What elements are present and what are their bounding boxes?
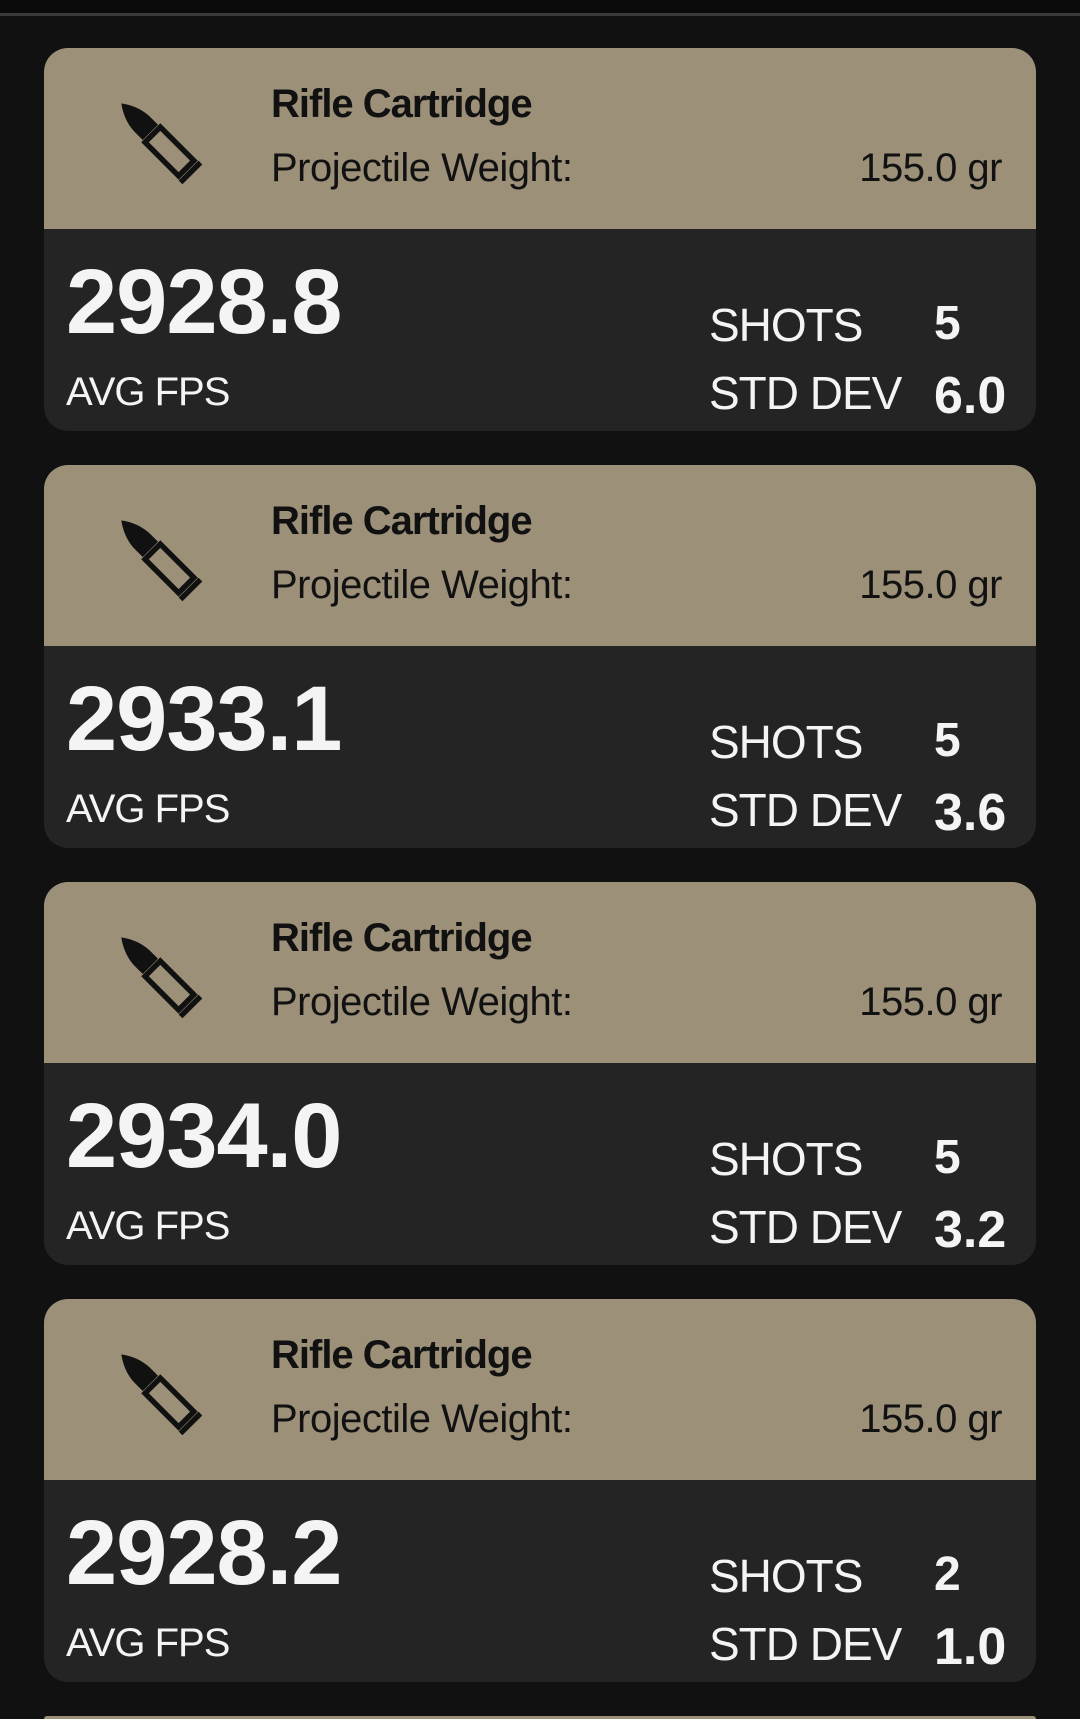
projectile-weight-label: Projectile Weight:	[271, 1397, 573, 1441]
projectile-weight-label: Projectile Weight:	[271, 980, 573, 1024]
avg-fps-value: 2934.0	[66, 1085, 342, 1187]
avg-fps-value: 2933.1	[66, 668, 342, 770]
shots-value: 5	[934, 714, 961, 767]
card-header: Rifle Cartridge Projectile Weight: 155.0…	[44, 48, 1036, 229]
cartridge-type: Rifle Cartridge	[271, 499, 533, 543]
rifle-bullet-icon	[121, 937, 203, 1019]
card-header: Rifle Cartridge Projectile Weight: 155.0…	[44, 465, 1036, 646]
session-card[interactable]: Rifle Cartridge Projectile Weight: 155.0…	[44, 465, 1036, 848]
shots-value: 2	[934, 1548, 961, 1601]
std-dev-label: STD DEV	[709, 1618, 902, 1670]
projectile-weight-value: 155.0 gr	[859, 980, 1002, 1024]
rifle-bullet-icon	[121, 103, 203, 185]
std-dev-label: STD DEV	[709, 784, 902, 836]
cartridge-type: Rifle Cartridge	[271, 1333, 533, 1377]
projectile-weight-value: 155.0 gr	[859, 1397, 1002, 1441]
status-bar-divider	[0, 0, 1080, 16]
shots-label: SHOTS	[709, 1550, 863, 1602]
card-header: Rifle Cartridge Projectile Weight: 155.0…	[44, 1299, 1036, 1480]
shots-label: SHOTS	[709, 1133, 863, 1185]
shots-value: 5	[934, 297, 961, 350]
session-card-partial[interactable]	[44, 1716, 1036, 1719]
avg-fps-label: AVG FPS	[66, 787, 230, 831]
std-dev-value: 6.0	[934, 367, 1007, 425]
session-card[interactable]: Rifle Cartridge Projectile Weight: 155.0…	[44, 1299, 1036, 1682]
projectile-weight-value: 155.0 gr	[859, 563, 1002, 607]
projectile-weight-label: Projectile Weight:	[271, 146, 573, 190]
shots-label: SHOTS	[709, 716, 863, 768]
session-card[interactable]: Rifle Cartridge Projectile Weight: 155.0…	[44, 48, 1036, 431]
shots-label: SHOTS	[709, 299, 863, 351]
rifle-bullet-icon	[121, 1354, 203, 1436]
cartridge-type: Rifle Cartridge	[271, 82, 533, 126]
avg-fps-value: 2928.8	[66, 251, 342, 353]
avg-fps-label: AVG FPS	[66, 1204, 230, 1248]
std-dev-value: 1.0	[934, 1618, 1007, 1676]
std-dev-value: 3.2	[934, 1201, 1007, 1259]
std-dev-label: STD DEV	[709, 1201, 902, 1253]
shots-value: 5	[934, 1131, 961, 1184]
std-dev-value: 3.6	[934, 784, 1007, 842]
avg-fps-value: 2928.2	[66, 1502, 342, 1604]
avg-fps-label: AVG FPS	[66, 370, 230, 414]
projectile-weight-value: 155.0 gr	[859, 146, 1002, 190]
rifle-bullet-icon	[121, 520, 203, 602]
card-header: Rifle Cartridge Projectile Weight: 155.0…	[44, 882, 1036, 1063]
projectile-weight-label: Projectile Weight:	[271, 563, 573, 607]
avg-fps-label: AVG FPS	[66, 1621, 230, 1665]
cartridge-type: Rifle Cartridge	[271, 916, 533, 960]
std-dev-label: STD DEV	[709, 367, 902, 419]
session-card[interactable]: Rifle Cartridge Projectile Weight: 155.0…	[44, 882, 1036, 1265]
